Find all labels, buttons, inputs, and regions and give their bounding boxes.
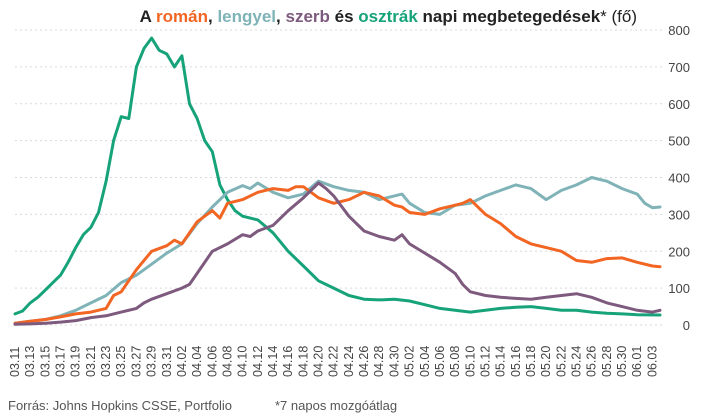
x-tick-label: 04.06 xyxy=(205,346,219,377)
x-tick-label: 04.02 xyxy=(175,346,189,377)
x-tick-label: 04.18 xyxy=(296,346,310,377)
x-tick-label: 04.16 xyxy=(281,346,295,377)
x-tick-label: 04.26 xyxy=(357,346,371,377)
y-tick-label: 600 xyxy=(668,97,690,112)
title-part: lengyel xyxy=(217,7,276,26)
gridlines xyxy=(15,29,665,326)
title-part: román xyxy=(156,7,208,26)
x-tick-label: 05.10 xyxy=(463,346,477,377)
series-line-austria xyxy=(13,36,662,317)
title-part: szerb xyxy=(286,7,330,26)
x-tick-label: 03.19 xyxy=(69,346,83,377)
x-tick-label: 03.23 xyxy=(99,346,113,377)
x-tick-label: 04.20 xyxy=(312,346,326,377)
x-tick-label: 05.20 xyxy=(539,346,553,377)
x-tick-label: 05.26 xyxy=(585,346,599,377)
x-tick-label: 05.16 xyxy=(509,346,523,377)
series-line-serbia xyxy=(13,181,662,326)
x-tick-label: 05.02 xyxy=(403,346,417,377)
y-tick-label: 200 xyxy=(668,244,690,259)
title-part: osztrák xyxy=(358,7,418,26)
footnote: *7 napos mozgóátlag xyxy=(275,398,397,413)
x-tick-label: 05.18 xyxy=(524,346,538,377)
title-part: A xyxy=(140,7,156,26)
x-tick-label: 03.29 xyxy=(145,346,159,377)
y-tick-label: 400 xyxy=(668,171,690,186)
x-tick-label: 05.22 xyxy=(554,346,568,377)
x-tick-label: 05.30 xyxy=(615,346,629,377)
x-axis-ticks: 03.11 03.13 03.15 03.17 03.19 03.21 03.23 03.25… xyxy=(8,346,659,377)
y-axis-ticks: 0 100 200 300 400 500 600 700 800 xyxy=(668,23,690,333)
series-line-romania xyxy=(13,185,662,325)
x-tick-label: 05.06 xyxy=(433,346,447,377)
x-tick-label: 04.30 xyxy=(387,346,401,377)
title-part: és xyxy=(330,7,358,26)
x-tick-label: 03.17 xyxy=(54,346,68,377)
x-tick-label: 03.27 xyxy=(129,346,143,377)
series-lines xyxy=(13,36,662,326)
x-tick-label: 06.03 xyxy=(645,346,659,377)
x-tick-label: 04.12 xyxy=(251,346,265,377)
x-tick-label: 05.08 xyxy=(448,346,462,377)
x-tick-label: 03.11 xyxy=(8,347,22,377)
x-tick-label: 03.21 xyxy=(84,346,98,377)
y-tick-label: 300 xyxy=(668,207,690,222)
chart-title: A román, lengyel, szerb és osztrák napi … xyxy=(140,7,637,26)
title-part: * (fő) xyxy=(600,7,637,26)
x-tick-label: 04.08 xyxy=(220,346,234,377)
x-tick-label: 04.22 xyxy=(327,346,341,377)
x-tick-label: 05.12 xyxy=(478,346,492,377)
y-tick-label: 800 xyxy=(668,23,690,38)
y-tick-label: 500 xyxy=(668,134,690,149)
y-tick-label: 700 xyxy=(668,60,690,75)
x-tick-label: 04.14 xyxy=(266,346,280,377)
x-tick-label: 05.24 xyxy=(570,346,584,377)
y-tick-label: 0 xyxy=(683,318,690,333)
title-part: , xyxy=(208,7,217,26)
title-part: napi megbetegedések xyxy=(418,7,601,26)
x-tick-label: 03.15 xyxy=(38,346,52,377)
x-tick-label: 04.04 xyxy=(190,346,204,377)
x-tick-label: 03.25 xyxy=(114,346,128,377)
x-tick-label: 03.13 xyxy=(23,346,37,377)
title-part: , xyxy=(276,7,285,26)
x-tick-label: 04.24 xyxy=(342,346,356,377)
x-tick-label: 04.10 xyxy=(236,346,250,377)
source-note: Forrás: Johns Hopkins CSSE, Portfolio xyxy=(8,398,232,413)
x-tick-label: 05.14 xyxy=(494,346,508,377)
x-tick-label: 05.04 xyxy=(418,346,432,377)
x-tick-label: 05.28 xyxy=(600,346,614,377)
x-tick-label: 06.01 xyxy=(630,346,644,377)
x-tick-label: 03.31 xyxy=(160,346,174,377)
y-tick-label: 100 xyxy=(668,281,690,296)
x-tick-label: 04.28 xyxy=(372,346,386,377)
